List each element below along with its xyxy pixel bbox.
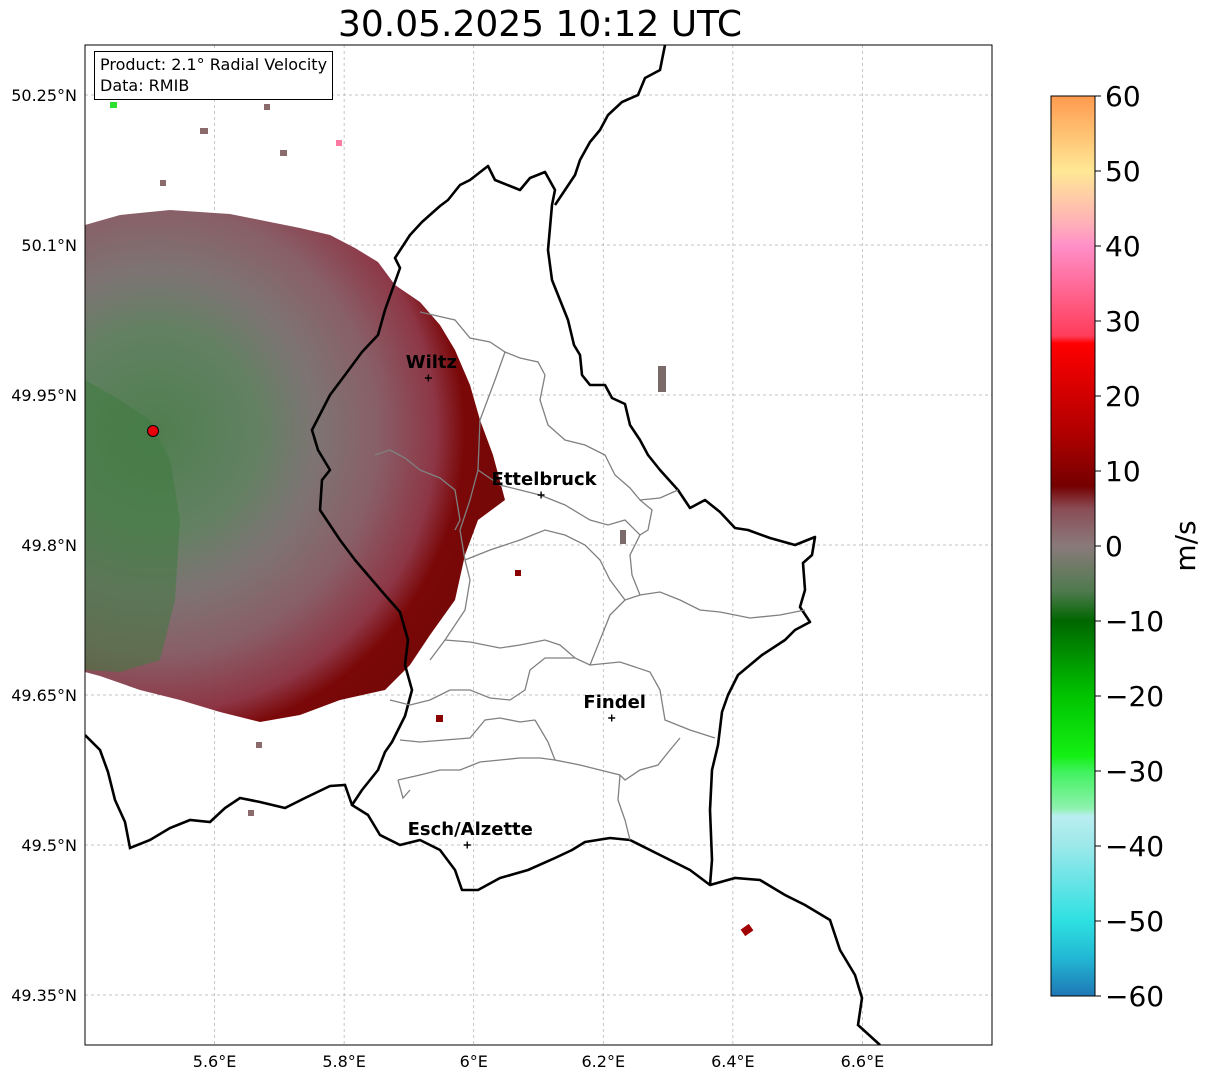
- info-data-source: Data: RMIB: [100, 76, 190, 95]
- radar-echo-field: [85, 210, 505, 722]
- lat-tick-label: 49.8°N: [21, 536, 77, 555]
- border-moselle: [709, 876, 881, 1045]
- map-frame: [84, 44, 993, 1046]
- border-luxembourg: [310, 164, 817, 892]
- city-markers: Wiltz Ettelbruck Findel Esch/Alzette: [406, 352, 646, 849]
- lat-tick-label: 49.35°N: [11, 986, 77, 1005]
- lon-tick-label: 6.4°E: [711, 1052, 755, 1071]
- radar-site-layer: [147, 425, 160, 437]
- axis-ticks: 50.25°N 50.1°N 49.95°N 49.8°N 49.65°N 49.5°N 4…: [11, 86, 884, 1071]
- echo-area: [85, 210, 505, 722]
- lon-tick-label: 5.8°E: [322, 1052, 366, 1071]
- lat-tick-label: 49.65°N: [11, 686, 77, 705]
- lon-tick-label: 5.6°E: [193, 1052, 237, 1071]
- city-marker: [424, 374, 432, 382]
- info-product: Product: 2.1° Radial Velocity: [100, 55, 328, 74]
- echo-green-core: [85, 380, 180, 672]
- lat-tick-label: 49.5°N: [21, 836, 77, 855]
- lat-tick-label: 50.1°N: [21, 236, 77, 255]
- canton-boundaries: [374, 311, 806, 841]
- map-title: 30.05.2025 10:12 UTC: [337, 4, 743, 45]
- lon-tick-label: 6.2°E: [582, 1052, 626, 1071]
- city-label: Ettelbruck: [492, 469, 598, 490]
- city-label: Wiltz: [406, 352, 457, 373]
- info-box: Product: 2.1° Radial Velocity Data: RMIB: [94, 51, 334, 100]
- lat-tick-label: 50.25°N: [11, 86, 77, 105]
- lat-tick-label: 49.95°N: [11, 386, 77, 405]
- city-marker: [537, 491, 545, 499]
- lon-tick-label: 6.6°E: [841, 1052, 885, 1071]
- border-east-north: [553, 45, 667, 206]
- city-label: Findel: [583, 692, 646, 713]
- city-marker: [608, 714, 616, 722]
- lon-tick-label: 6°E: [460, 1052, 488, 1071]
- city-marker: [463, 841, 471, 849]
- border-west: [85, 734, 354, 850]
- radar-site-marker: [147, 425, 160, 437]
- isolated-echoes: [110, 102, 754, 937]
- city-label: Esch/Alzette: [408, 819, 533, 840]
